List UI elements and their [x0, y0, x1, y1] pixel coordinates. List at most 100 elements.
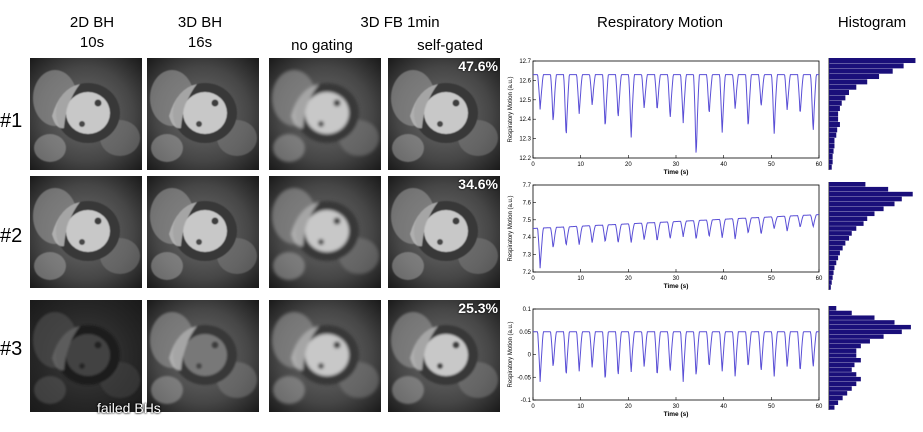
mri-image-row2-3d-bh: [147, 176, 259, 288]
histogram-bar: [829, 122, 840, 128]
histogram-bar: [829, 154, 833, 160]
respiratory-trace: [533, 214, 819, 269]
histogram-bar: [829, 106, 840, 112]
histogram-bar: [829, 343, 861, 349]
x-tick-label: 30: [673, 162, 680, 168]
y-tick-label: 12.6: [519, 78, 531, 84]
respiratory-trace: [533, 74, 819, 153]
histogram-bar: [829, 226, 857, 231]
x-tick-label: 60: [816, 162, 823, 168]
y-tick-label: 7.6: [523, 200, 532, 206]
x-tick-label: 0: [531, 276, 535, 282]
y-tick-label: 0: [528, 353, 532, 359]
x-axis-label: Time (s): [664, 411, 689, 418]
x-tick-label: 10: [577, 162, 584, 168]
histogram-3: [828, 306, 911, 410]
histogram-bar: [829, 211, 875, 217]
y-tick-label: 12.2: [519, 156, 531, 162]
respiratory-motion-plot-3: 0 10 20 30 40 50 60 -0.1 -0.05 0 0.05 0.1 Time (s) Re…: [508, 307, 823, 418]
histogram-bar: [829, 236, 850, 241]
y-tick-label: 7.5: [523, 218, 532, 224]
row-label-3: #3: [0, 338, 23, 360]
mri-image-row3-3d-fb-no-gating: [269, 300, 381, 412]
histogram-bar: [829, 348, 857, 353]
header-histogram: Histogram: [837, 14, 907, 31]
histogram-bar: [829, 255, 839, 261]
plot-frame: [532, 308, 820, 401]
histogram-bar: [829, 95, 846, 101]
x-tick-label: 60: [816, 404, 823, 410]
mri-image-row2-3d-fb-self-gated: 34.6%: [388, 176, 500, 288]
x-tick-label: 10: [577, 276, 584, 282]
histogram-bar: [829, 320, 895, 325]
histogram-bar: [829, 391, 848, 396]
header-3dbh-line2: 16s: [187, 34, 213, 51]
mri-image-row3-2d-bh: [30, 300, 142, 412]
plot-frame: [532, 184, 820, 273]
acceptance-percent: 34.6%: [458, 176, 498, 192]
header-respiratory-motion: Respiratory Motion: [597, 14, 723, 31]
x-tick-label: 20: [625, 162, 632, 168]
x-tick-label: 10: [577, 404, 584, 410]
histogram-bar: [829, 116, 839, 122]
x-tick-label: 50: [768, 404, 775, 410]
histogram-bar: [829, 250, 840, 256]
header-3dfb: 3D FB 1min: [360, 14, 440, 31]
y-axis-label: Respiratory Motion (a.u.): [508, 321, 514, 387]
histogram-bar: [829, 143, 835, 149]
mri-image-row1-3d-fb-self-gated: 47.6%: [388, 58, 500, 170]
header-self-gated: self-gated: [417, 37, 483, 54]
histogram-bar: [829, 132, 837, 138]
histogram-bar: [829, 206, 884, 212]
histogram-bar: [829, 353, 857, 358]
histogram-bar: [829, 260, 837, 266]
x-tick-label: 60: [816, 276, 823, 282]
histogram-bar: [829, 182, 866, 187]
y-tick-label: 7.7: [523, 183, 532, 189]
respiratory-motion-plot-2: 0 10 20 30 40 50 60 7.2 7.3 7.4 7.5 7.6 7.7 Time (s) R…: [508, 183, 823, 290]
histogram-bar: [829, 68, 893, 74]
x-tick-label: 50: [768, 276, 775, 282]
x-tick-label: 0: [531, 162, 535, 168]
histogram-bar: [829, 310, 852, 316]
histogram-bar: [829, 381, 857, 387]
y-tick-label: 12.5: [519, 98, 531, 104]
x-tick-label: 40: [720, 404, 727, 410]
x-tick-label: 40: [720, 276, 727, 282]
x-tick-label: 20: [625, 404, 632, 410]
x-axis-label: Time (s): [664, 169, 689, 176]
histogram-bar: [829, 280, 832, 285]
histogram-bar: [829, 285, 831, 290]
y-axis-label: Respiratory Motion (a.u.): [508, 195, 514, 261]
histogram-bar: [829, 201, 895, 207]
histogram-bar: [829, 138, 835, 144]
header-3dbh-line1: 3D BH: [177, 14, 223, 31]
histogram-bar: [829, 159, 833, 165]
histogram-bar: [829, 405, 835, 410]
histogram-bar: [829, 334, 884, 339]
y-tick-label: 7.4: [523, 235, 532, 241]
histogram-bar: [829, 221, 864, 226]
histogram-bar: [829, 376, 861, 382]
histogram-bar: [829, 74, 880, 80]
histogram-bar: [829, 339, 870, 344]
y-tick-label: 7.3: [523, 253, 532, 259]
mri-image-row1-3d-bh: [147, 58, 259, 170]
header-2dbh-line2: 10s: [79, 34, 105, 51]
histogram-bar: [829, 100, 842, 106]
histogram-bar: [829, 386, 852, 391]
mri-image-row1-3d-fb-no-gating: [269, 58, 381, 170]
header-2dbh-line1: 2D BH: [69, 14, 115, 31]
y-tick-label: 0.1: [523, 307, 532, 313]
histogram-bar: [829, 329, 902, 335]
histogram-bar: [829, 358, 861, 363]
histogram-bar: [829, 306, 837, 311]
histogram-bar: [829, 367, 852, 372]
row-label-1: #1: [0, 110, 23, 132]
x-tick-label: 0: [531, 404, 535, 410]
histogram-bar: [829, 84, 857, 90]
respiratory-motion-plot-1: 0 10 20 30 40 50 60 12.2 12.3 12.4 12.5 12.6 12.7 Tim…: [508, 59, 823, 176]
mri-image-row3-3d-bh: [147, 300, 259, 412]
x-tick-label: 30: [673, 276, 680, 282]
x-tick-label: 30: [673, 404, 680, 410]
